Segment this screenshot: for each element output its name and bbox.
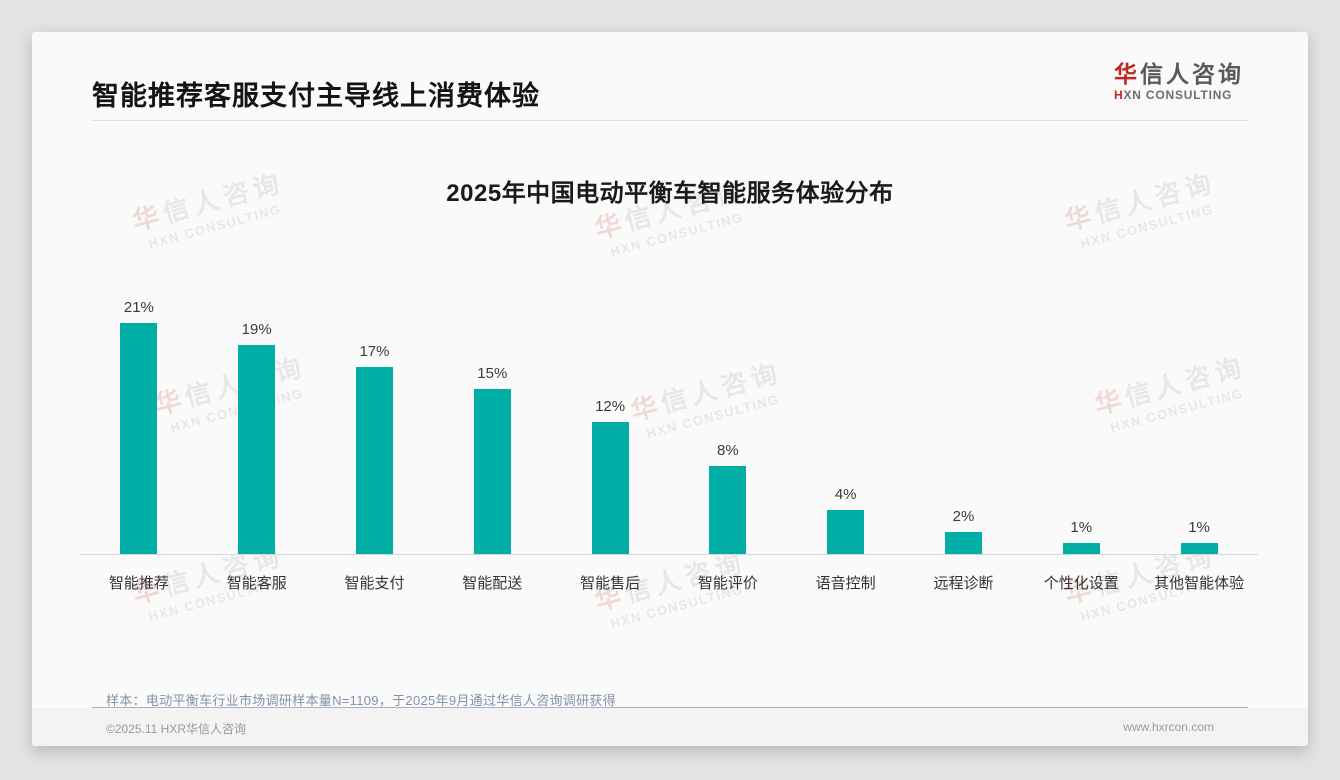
bar-value-label: 17% (359, 343, 390, 360)
bar-value-label: 1% (1070, 519, 1093, 536)
category-label: 智能推荐 (108, 575, 169, 592)
chart-bar (1062, 543, 1100, 554)
chart-bar (827, 510, 865, 554)
company-logo: 华信人咨询 HXN CONSULTING (1114, 60, 1244, 103)
report-footer: ©2025.11 HXR华信人咨询 www.hxrcon.com (32, 708, 1308, 746)
bar-column: 1% (1140, 519, 1258, 554)
chart-bar (944, 532, 982, 554)
bar-column: 15% (433, 365, 551, 554)
category-label: 智能售后 (580, 575, 641, 592)
bars-area: 21% 19% 17% 15% 12% 8% 4% 2% 1% 1% (80, 282, 1258, 554)
copyright-text: ©2025.11 HXR华信人咨询 (106, 722, 246, 736)
chart-bar (591, 422, 629, 554)
bar-column: 12% (551, 398, 669, 554)
logo-english-name: HXN CONSULTING (1114, 88, 1244, 103)
bar-value-label: 1% (1188, 519, 1210, 536)
chart-bar (238, 345, 276, 554)
category-label: 智能评价 (697, 575, 758, 592)
chart-bar (709, 466, 747, 554)
logo-name-rest: 信人咨询 (1140, 61, 1244, 87)
bar-value-label: 15% (477, 365, 508, 382)
bar-column: 19% (198, 321, 316, 554)
sample-note: 样本：电动平衡车行业市场调研样本量N=1109，于2025年9月通过华信人咨询调… (106, 693, 616, 708)
x-axis-labels: 智能推荐 智能客服 智能支付 智能配送 智能售后 智能评价 语音控制 远程诊断 个性化设置 其他智… (80, 555, 1258, 593)
chart-bar (1180, 543, 1218, 554)
chart-bar (355, 367, 393, 554)
chart-bar (120, 323, 158, 554)
logo-en-rest: XN CONSULTING (1123, 88, 1233, 102)
bar-column: 2% (905, 508, 1023, 554)
bar-column: 8% (669, 442, 787, 554)
bar-column: 17% (316, 343, 434, 554)
category-label: 智能支付 (344, 575, 405, 592)
bar-value-label: 4% (834, 486, 857, 503)
logo-en-accent: H (1114, 88, 1124, 102)
logo-chinese-name: 华信人咨询 (1114, 60, 1244, 88)
logo-accent-char: 华 (1114, 61, 1140, 87)
category-label: 其他智能体验 (1154, 575, 1245, 592)
category-label: 语音控制 (815, 575, 876, 592)
category-label: 远程诊断 (933, 575, 994, 592)
bar-value-label: 12% (595, 398, 626, 415)
chart-title: 2025年中国电动平衡车智能服务体验分布 (446, 180, 894, 207)
report-card: 华信人咨询 HXN CONSULTING 华信人咨询 HXN CONSULTING 华信… (32, 32, 1308, 746)
footer-divider (92, 707, 1248, 708)
bar-value-label: 21% (123, 299, 154, 316)
bar-column: 1% (1022, 519, 1140, 554)
category-label: 个性化设置 (1043, 575, 1119, 592)
header-divider (92, 120, 1248, 121)
category-label: 智能客服 (226, 575, 287, 592)
website-url: www.hxrcon.com (1123, 720, 1214, 734)
category-label: 智能配送 (462, 575, 523, 592)
chart-bar (473, 389, 511, 554)
bar-column: 21% (80, 299, 198, 554)
bar-column: 4% (787, 486, 905, 554)
page-title: 智能推荐客服支付主导线上消费体验 (92, 81, 540, 111)
bar-value-label: 8% (717, 442, 739, 459)
bar-chart: 21% 19% 17% 15% 12% 8% 4% 2% 1% 1% 智能推荐 智能客服 智能支付 智能… (80, 282, 1258, 593)
x-axis-line (80, 554, 1258, 555)
bar-value-label: 2% (952, 508, 975, 525)
bar-value-label: 19% (241, 321, 272, 338)
